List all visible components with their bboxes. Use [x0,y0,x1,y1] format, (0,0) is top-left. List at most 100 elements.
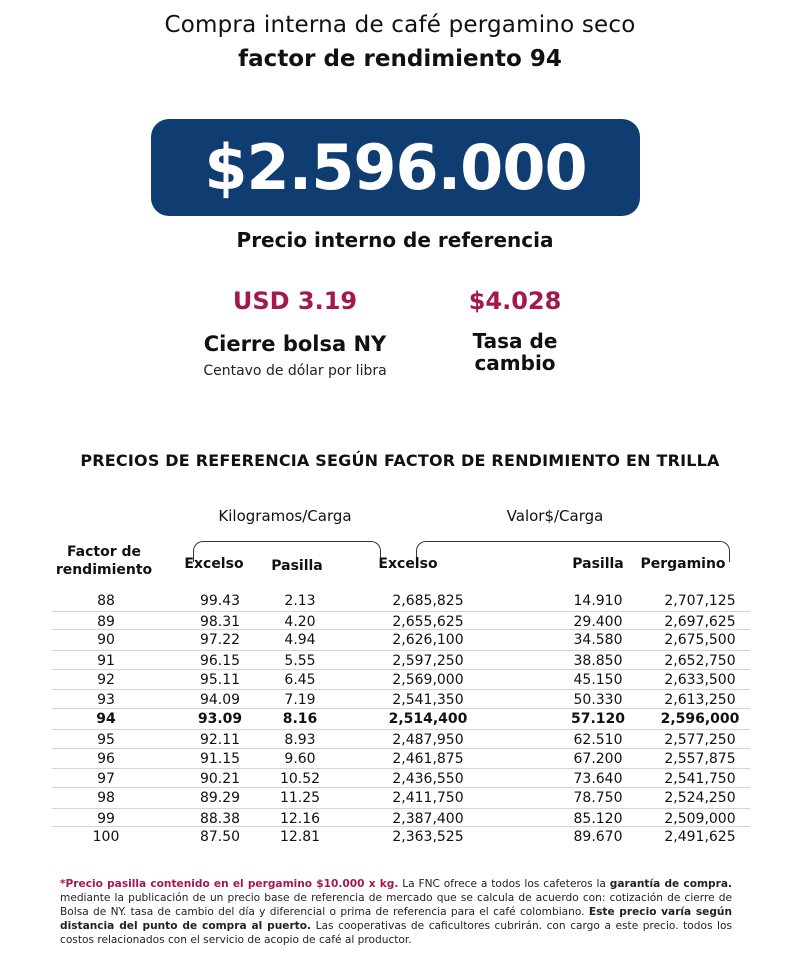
pasilla-kg-cell: 8.93 [284,731,316,748]
page-subtitle: factor de rendimiento 94 [238,46,562,72]
pasilla-value-cell: 29.400 [573,613,623,630]
column-header-pasilla-kg: Pasilla [271,558,323,574]
pasilla-value-cell: 73.640 [573,771,623,788]
pergamino-cell: 2,707,125 [664,593,736,609]
pasilla-value-cell: 14.910 [573,593,623,609]
price-table-body: 88 99.43 2.13 2,685,825 14.910 2,707,125 89 98.… [52,591,750,847]
excelso-value-cell: 2,685,825 [392,593,464,609]
excelso-kg-cell: 90.21 [199,771,241,788]
excelso-value-cell: 2,569,000 [392,671,464,688]
table-row: 97 90.21 10.52 2,436,550 73.640 2,541,750 [52,768,750,788]
column-header-pasilla-value: Pasilla [572,556,624,572]
factor-cell: 100 [92,829,120,846]
table-row: 98 89.29 11.25 2,411,750 78.750 2,524,250 [52,788,750,808]
excelso-value-cell: 2,411,750 [392,789,464,806]
pasilla-kg-cell: 5.55 [284,653,316,670]
excelso-kg-cell: 98.31 [199,613,241,630]
excelso-kg-cell: 99.43 [199,593,241,609]
footnote-distance-note: Este precio varía según distancia del pu… [60,906,732,932]
factor-cell: 95 [97,731,115,748]
pergamino-cell: 2,509,000 [664,810,736,827]
excelso-value-cell: 2,597,250 [392,653,464,670]
table-row: 88 99.43 2.13 2,685,825 14.910 2,707,125 [52,591,750,611]
factor-cell: 89 [97,613,115,630]
excelso-kg-cell: 93.09 [197,711,243,728]
factor-cell: 97 [97,771,115,788]
pergamino-cell: 2,633,500 [664,671,736,688]
pergamino-cell: 2,524,250 [664,789,736,806]
pasilla-kg-cell: 12.16 [279,810,321,827]
excelso-kg-cell: 91.15 [199,750,241,767]
footnote-text-3: Las cooperativas de caficultores cubrirá… [60,920,733,946]
pasilla-value-cell: 85.120 [573,810,623,827]
factor-cell: 88 [97,593,115,609]
factor-cell: 99 [97,810,115,827]
pergamino-cell: 2,557,875 [664,750,736,767]
table-row: 100 87.50 12.81 2,363,525 89.670 2,491,625 [52,827,750,847]
footnote-text-1: La FNC ofrece a todos los cafeteros la [398,878,610,890]
reference-price-label: Precio interno de referencia [236,228,554,252]
excelso-kg-cell: 94.09 [199,692,241,709]
excelso-value-cell: 2,626,100 [392,632,464,649]
excelso-kg-cell: 92.11 [199,731,241,748]
group-header-kg: Kilogramos/Carga [218,507,352,525]
pasilla-value-cell: 50.330 [573,692,623,709]
excelso-kg-cell: 96.15 [199,653,241,670]
group-bracket-kg [193,541,381,562]
factor-cell: 98 [97,789,115,806]
pasilla-value-cell: 62.510 [573,731,623,748]
footnote-text-2: mediante la publicación de un precio bas… [60,892,732,918]
excelso-kg-cell: 97.22 [199,632,241,649]
pasilla-kg-cell: 8.16 [282,711,318,728]
pasilla-value-cell: 89.670 [573,829,623,846]
table-row: 92 95.11 6.45 2,569,000 45.150 2,633,500 [52,670,750,690]
pasilla-value-cell: 38.850 [573,653,623,670]
column-header-factor: Factor de rendimiento [48,543,160,579]
exchange-rate-label: Tasa de cambio [450,330,580,374]
excelso-kg-cell: 89.29 [199,789,241,806]
column-header-factor-line2: rendimiento [55,562,153,578]
page-title: Compra interna de café pergamino seco [164,12,636,38]
footnote-guarantee: garantía de compra. [609,878,732,890]
pergamino-cell: 2,675,500 [664,632,736,649]
table-row: 90 97.22 4.94 2,626,100 34.580 2,675,500 [52,630,750,650]
column-header-excelso-value: Excelso [378,556,438,572]
pasilla-kg-cell: 11.25 [279,789,321,806]
excelso-kg-cell: 88.38 [199,810,241,827]
excelso-kg-cell: 87.50 [199,829,241,846]
excelso-value-cell: 2,461,875 [392,750,464,767]
ny-close-unit: Centavo de dólar por libra [203,363,387,379]
pergamino-cell: 2,697,625 [664,613,736,630]
ny-close-label: Cierre bolsa NY [203,332,387,356]
excelso-value-cell: 2,514,400 [388,711,468,728]
table-row: 93 94.09 7.19 2,541,350 50.330 2,613,250 [52,689,750,710]
pergamino-cell: 2,541,750 [664,771,736,788]
excelso-value-cell: 2,436,550 [392,771,464,788]
excelso-value-cell: 2,655,625 [392,613,464,630]
table-row: 96 91.15 9.60 2,461,875 67.200 2,557,875 [52,749,750,769]
pasilla-kg-cell: 2.13 [284,593,316,609]
reference-price-value: $2.596.000 [204,131,587,204]
excelso-value-cell: 2,487,950 [392,731,464,748]
reference-price-box: $2.596.000 [151,119,640,216]
footnote-pasilla-price: *Precio pasilla contenido en el pergamin… [60,878,399,890]
table-row: 99 88.38 12.16 2,387,400 85.120 2,509,000 [52,807,750,828]
factor-cell: 93 [97,692,115,709]
pasilla-kg-cell: 9.60 [284,750,316,767]
pergamino-cell: 2,652,750 [664,653,736,670]
factor-cell: 91 [97,653,115,670]
column-header-factor-line1: Factor de [66,544,142,560]
excelso-value-cell: 2,541,350 [392,692,464,709]
ny-close-value: USD 3.19 [232,287,358,315]
pasilla-value-cell: 78.750 [573,789,623,806]
exchange-rate-label-line1: Tasa de [472,329,558,353]
exchange-rate-label-line2: cambio [474,351,556,375]
group-bracket-value [416,541,730,562]
column-header-excelso-kg: Excelso [184,556,244,572]
pasilla-kg-cell: 6.45 [284,671,316,688]
group-header-value: Valor$/Carga [506,507,604,525]
factor-cell: 90 [97,632,115,649]
excelso-value-cell: 2,387,400 [392,810,464,827]
pasilla-kg-cell: 7.19 [284,692,316,709]
table-row: 89 98.31 4.20 2,655,625 29.400 2,697,625 [52,610,750,631]
